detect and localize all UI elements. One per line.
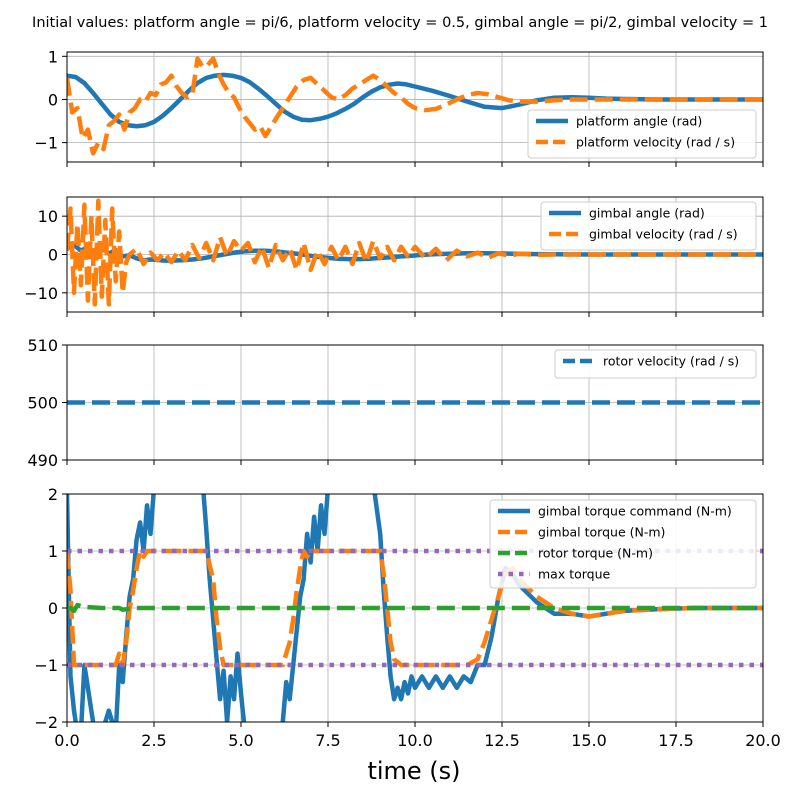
x-axis-label: time (s) (367, 757, 460, 785)
panel-3: 490 500 510 rotor velocity (rad / s) (27, 336, 764, 470)
legend-label: platform velocity (rad / s) (576, 135, 735, 150)
legend: rotor velocity (rad / s) (554, 349, 757, 379)
panel-2: −10 0 10 gimbal angle (rad) gimbal velocity … (24, 196, 764, 317)
legend-label: platform angle (rad) (576, 114, 702, 129)
y-tick-label: −10 (24, 284, 58, 303)
series-line (67, 494, 763, 722)
y-tick-label: 10 (38, 207, 58, 226)
y-tick-label: 0 (48, 246, 58, 265)
y-tick-label: 1 (48, 47, 58, 66)
y-tick-label: −1 (34, 134, 58, 153)
y-tick-label: 510 (27, 336, 58, 355)
y-tick-label: 0 (48, 90, 58, 109)
figure-title: Initial values: platform angle = pi/6, p… (32, 15, 768, 31)
y-tick-label: 2 (48, 485, 58, 504)
legend-box (527, 109, 757, 159)
legend-box (489, 499, 757, 589)
legend-label: rotor torque (N-m) (538, 546, 653, 561)
x-tick-label: 12.5 (484, 731, 520, 750)
legend-box (554, 349, 757, 379)
legend-label: gimbal velocity (rad / s) (589, 227, 738, 242)
series-line (67, 56, 763, 156)
legend: gimbal torque command (N-m) gimbal torque… (489, 499, 757, 589)
y-tick-label: 1 (48, 542, 58, 561)
series-group (67, 198, 763, 307)
legend-label: max torque (538, 567, 611, 582)
x-tick-label: 5.0 (228, 731, 253, 750)
legend-label: gimbal torque (N-m) (538, 525, 665, 540)
panel-1: −1 0 1 platform angle (rad) platform velocit… (34, 47, 764, 167)
y-tick-label: 490 (27, 451, 58, 470)
x-tick-label: 17.5 (658, 731, 694, 750)
legend-label: gimbal angle (rad) (589, 206, 705, 221)
legend-label: rotor velocity (rad / s) (603, 354, 739, 369)
legend-label: gimbal torque command (N-m) (538, 504, 732, 519)
legend-box (540, 201, 757, 251)
x-tick-label: 7.5 (315, 731, 340, 750)
y-tick-label: −2 (34, 713, 58, 732)
y-tick-label: 500 (27, 394, 58, 413)
legend: platform angle (rad) platform velocity (r… (527, 109, 757, 159)
series-group (67, 56, 763, 156)
legend: gimbal angle (rad) gimbal velocity (rad /… (540, 201, 757, 251)
y-tick-label: 0 (48, 599, 58, 618)
y-tick-label: −1 (34, 656, 58, 675)
x-tick-label: 2.5 (141, 731, 166, 750)
x-tick-label: 0.0 (54, 731, 79, 750)
series-line (67, 198, 763, 307)
x-tick-label: 20.0 (745, 731, 781, 750)
x-tick-label: 15.0 (571, 731, 607, 750)
x-tick-label: 10.0 (397, 731, 433, 750)
